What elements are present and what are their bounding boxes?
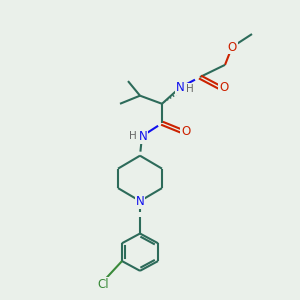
Text: N: N [136,195,144,208]
Text: N: N [176,81,184,94]
Text: H: H [186,84,194,94]
Text: H: H [129,131,137,141]
Text: Cl: Cl [97,278,109,291]
Text: O: O [219,81,229,94]
Text: O: O [227,40,237,53]
Text: N: N [139,130,147,143]
Text: O: O [182,125,190,138]
